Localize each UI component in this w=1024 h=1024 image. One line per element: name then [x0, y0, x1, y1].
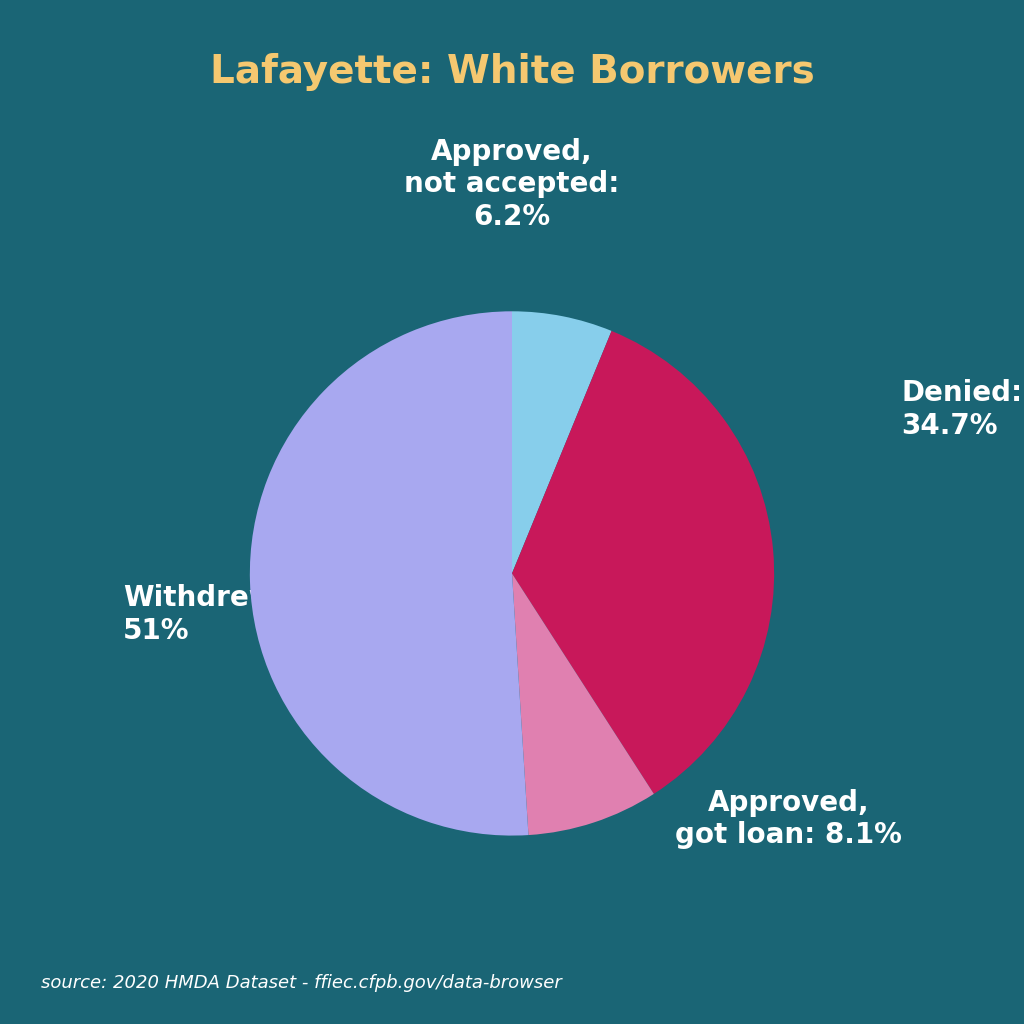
Text: Approved,
not accepted:
6.2%: Approved, not accepted: 6.2%	[404, 138, 620, 230]
Text: Lafayette: White Borrowers: Lafayette: White Borrowers	[210, 52, 814, 91]
Text: Withdrew:
51%: Withdrew: 51%	[123, 585, 286, 644]
Wedge shape	[512, 311, 611, 573]
Wedge shape	[512, 573, 654, 835]
Wedge shape	[512, 331, 774, 794]
Text: Approved,
got loan: 8.1%: Approved, got loan: 8.1%	[675, 790, 902, 849]
Text: source: 2020 HMDA Dataset - ffiec.cfpb.gov/data-browser: source: 2020 HMDA Dataset - ffiec.cfpb.g…	[41, 974, 562, 992]
Wedge shape	[250, 311, 528, 836]
Text: Denied:
34.7%: Denied: 34.7%	[901, 380, 1022, 439]
